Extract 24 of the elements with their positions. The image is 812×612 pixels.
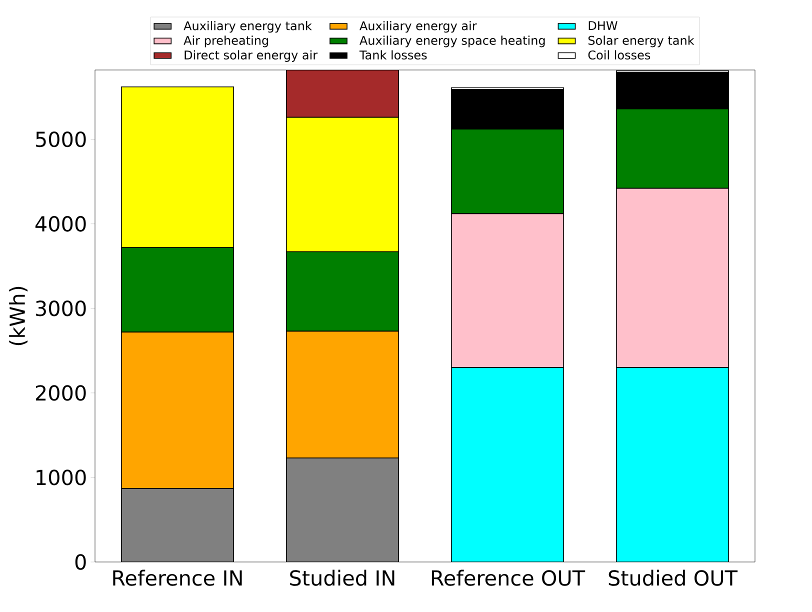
x-tick-label: Studied IN xyxy=(290,570,394,586)
bar xyxy=(286,458,399,562)
y-tick-label: 3000 xyxy=(36,300,86,316)
bar xyxy=(616,367,729,562)
legend-label: Auxiliary energy tank xyxy=(184,21,312,33)
legend-label: Air preheating xyxy=(184,36,268,48)
y-tick-label: 5000 xyxy=(36,131,86,148)
legend-label: Tank losses xyxy=(359,50,427,60)
x-tick-label: Reference IN xyxy=(113,570,242,586)
legend-label: Coil losses xyxy=(588,50,650,60)
legend-label: DHW xyxy=(588,21,618,30)
legend-label: Auxiliary energy space heating xyxy=(360,36,545,48)
y-tick-label: 2000 xyxy=(36,385,86,401)
legend-label: Direct solar energy air xyxy=(184,50,318,62)
legend-label: Solar energy tank xyxy=(588,36,694,48)
y-axis-title: (kWh) xyxy=(9,286,28,346)
y-tick-label: 4000 xyxy=(35,216,86,232)
x-tick-label: Studied OUT xyxy=(608,570,738,586)
x-tick-label: Reference OUT xyxy=(432,570,586,586)
bar xyxy=(121,488,234,562)
y-tick-label: 1000 xyxy=(36,470,86,486)
bar xyxy=(451,367,564,562)
legend-label: Auxiliary energy air xyxy=(360,21,477,33)
y-tick-label: 0 xyxy=(75,554,86,570)
